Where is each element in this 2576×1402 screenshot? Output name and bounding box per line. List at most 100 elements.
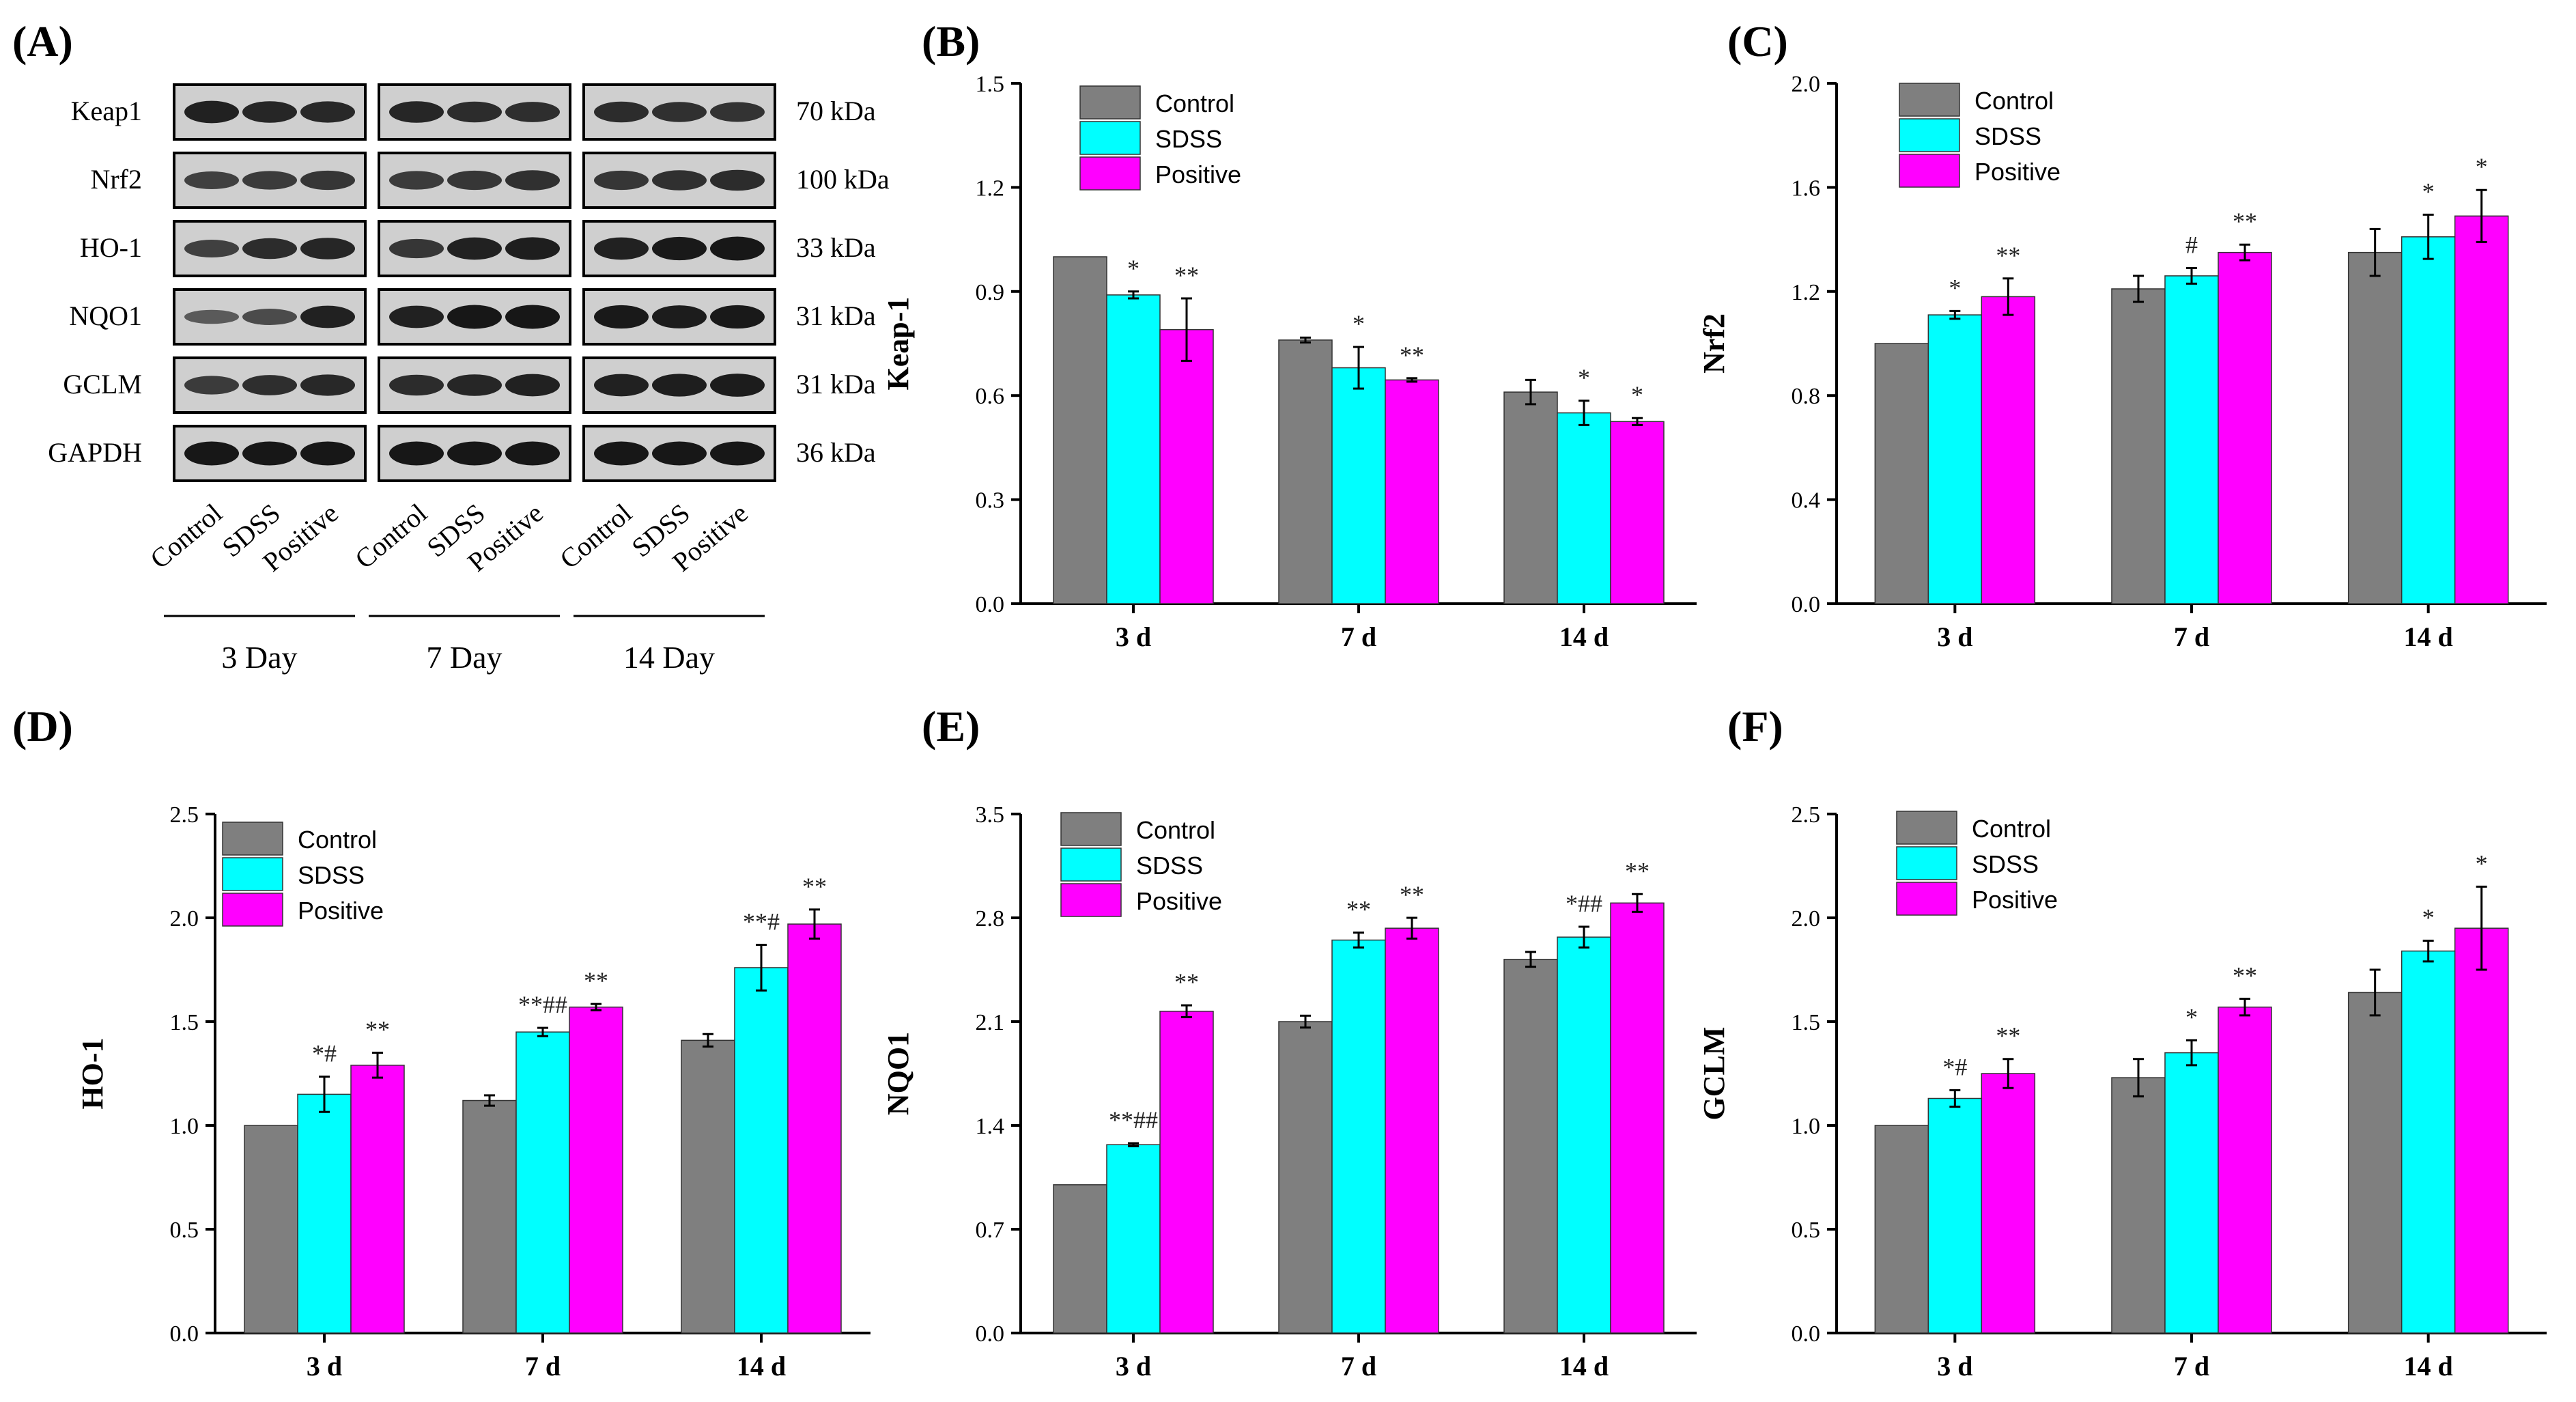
y-tick-label: 1.5 xyxy=(976,72,1005,97)
significance-mark: ** xyxy=(2233,208,2257,235)
bar-control-14-d xyxy=(1503,959,1558,1334)
panel-label-b: (B) xyxy=(922,17,980,66)
significance-mark: **## xyxy=(518,991,567,1018)
blot-band-nrf2 xyxy=(652,170,707,191)
legend-swatch-sdss xyxy=(1060,847,1122,882)
x-tick-label-7-d: 7 d xyxy=(525,1351,561,1382)
y-tick-label: 0.3 xyxy=(976,488,1005,514)
significance-mark: * xyxy=(1578,364,1590,391)
bar-control-7-d xyxy=(1278,1021,1333,1334)
y-axis-label: HO-1 xyxy=(76,1037,109,1109)
blot-band-ho-1 xyxy=(710,236,765,261)
y-tick-label: 1.6 xyxy=(1792,176,1821,201)
significance-mark: ** xyxy=(584,967,608,994)
legend-label-sdss: SDSS xyxy=(1155,125,1222,153)
legend-swatch-sdss xyxy=(1899,118,1960,152)
blot-band-ho-1 xyxy=(300,238,355,260)
bar-positive-7-d xyxy=(569,1006,623,1334)
bar-sdss-14-d xyxy=(2401,236,2456,604)
y-tick-label: 0.0 xyxy=(976,1321,1005,1347)
y-tick-label: 2.5 xyxy=(1792,802,1821,828)
bar-sdss-3-d xyxy=(1106,294,1161,604)
blot-band-keap1 xyxy=(505,102,560,122)
x-tick-label-7-d: 7 d xyxy=(1341,1351,1376,1382)
bar-control-7-d xyxy=(2111,1077,2166,1334)
legend-label-sdss: SDSS xyxy=(1972,850,2039,878)
y-axis-label: Nrf2 xyxy=(1697,313,1731,374)
blot-band-nqo1 xyxy=(447,305,502,329)
blot-band-keap1 xyxy=(652,102,707,122)
blot-band-gclm xyxy=(652,374,707,397)
legend-label-positive: Positive xyxy=(1972,886,2058,914)
blot-band-ho-1 xyxy=(242,238,297,260)
day-label-14-day: 14 Day xyxy=(623,640,715,675)
legend-swatch-positive xyxy=(1079,156,1141,191)
y-tick-label: 3.5 xyxy=(976,802,1005,828)
y-tick-label: 1.0 xyxy=(1792,1114,1821,1139)
y-tick-label: 2.5 xyxy=(170,802,199,828)
significance-mark: ** xyxy=(1174,968,1199,996)
blot-band-keap1 xyxy=(594,101,649,123)
significance-mark: ** xyxy=(1400,341,1424,369)
y-axis-label: NQO1 xyxy=(881,1032,915,1115)
y-tick-label: 1.2 xyxy=(1792,280,1821,305)
blot-band-nrf2 xyxy=(184,171,239,190)
x-tick-label-14-d: 14 d xyxy=(2404,621,2453,652)
y-tick-label: 0.8 xyxy=(1792,384,1821,409)
x-tick-label-14-d: 14 d xyxy=(737,1351,786,1382)
y-tick-label: 0.0 xyxy=(1792,1321,1821,1347)
significance-mark: ** xyxy=(1346,896,1371,923)
weight-label-gclm: 31 kDa xyxy=(796,369,876,399)
legend-swatch-control xyxy=(1896,811,1957,845)
x-tick-label-7-d: 7 d xyxy=(1341,621,1376,652)
blot-band-gapdh xyxy=(594,441,649,466)
panel-label-c: (C) xyxy=(1727,17,1788,66)
blot-band-gapdh xyxy=(389,441,444,466)
bar-sdss-7-d xyxy=(2164,275,2219,604)
blot-band-gapdh xyxy=(505,441,560,466)
bar-positive-7-d xyxy=(2218,1006,2272,1334)
weight-label-ho-1: 33 kDa xyxy=(796,232,876,263)
blot-band-ho-1 xyxy=(652,236,707,261)
weight-label-nqo1: 31 kDa xyxy=(796,300,876,331)
y-tick-label: 2.0 xyxy=(1792,72,1821,97)
legend-label-positive: Positive xyxy=(1136,887,1222,915)
blot-band-gapdh xyxy=(300,441,355,466)
y-tick-label: 2.1 xyxy=(976,1010,1005,1035)
y-tick-label: 2.0 xyxy=(170,906,199,931)
significance-mark: # xyxy=(2185,232,2198,259)
blot-band-nrf2 xyxy=(505,170,560,191)
bar-control-3-d xyxy=(1053,256,1107,604)
y-tick-label: 0.0 xyxy=(170,1321,199,1347)
legend-label-control: Control xyxy=(298,826,377,854)
bar-sdss-7-d xyxy=(515,1031,570,1334)
blot-band-nqo1 xyxy=(300,305,355,328)
blot-band-nrf2 xyxy=(242,171,297,190)
blot-band-nqo1 xyxy=(389,305,444,328)
x-tick-label-3-d: 3 d xyxy=(1116,1351,1151,1382)
legend-swatch-control xyxy=(1899,83,1960,117)
y-tick-label: 0.5 xyxy=(170,1218,199,1243)
y-tick-label: 0.0 xyxy=(976,592,1005,617)
significance-mark: ** xyxy=(1996,1022,2020,1050)
blot-band-nqo1 xyxy=(505,305,560,329)
y-tick-label: 0.0 xyxy=(1792,592,1821,617)
legend-swatch-control xyxy=(222,822,283,856)
blot-band-gapdh xyxy=(652,441,707,466)
blot-band-gapdh xyxy=(184,441,239,466)
blot-band-keap1 xyxy=(447,101,502,123)
bar-positive-3-d xyxy=(1981,296,2036,604)
blot-band-keap1 xyxy=(710,102,765,122)
legend-swatch-positive xyxy=(1060,883,1122,917)
y-tick-label: 1.4 xyxy=(976,1114,1005,1139)
x-tick-label-7-d: 7 d xyxy=(2174,621,2209,652)
bar-positive-14-d xyxy=(2454,927,2509,1334)
protein-label-gclm: GCLM xyxy=(63,369,142,399)
legend-label-control: Control xyxy=(1972,815,2051,843)
significance-mark: * xyxy=(1631,381,1643,408)
bar-control-3-d xyxy=(244,1125,298,1334)
bar-positive-3-d xyxy=(1159,328,1214,604)
bar-sdss-14-d xyxy=(1557,412,1611,604)
